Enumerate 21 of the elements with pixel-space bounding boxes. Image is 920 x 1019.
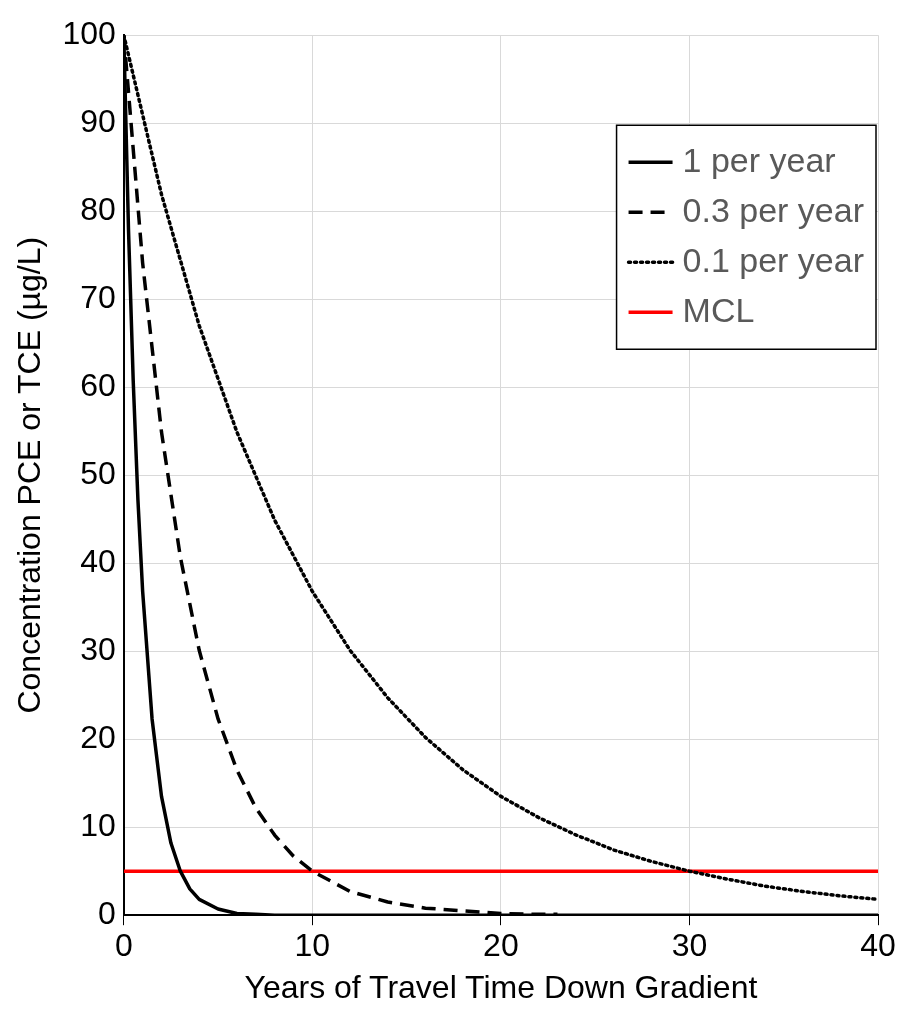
legend-label: 0.3 per year — [682, 190, 865, 229]
x-tick-label: 30 — [671, 927, 708, 964]
legend-label: 0.1 per year — [682, 240, 865, 279]
x-tick-label: 20 — [483, 927, 519, 964]
x-tick-label: 40 — [860, 927, 896, 964]
y-tick-label: 20 — [80, 719, 116, 756]
y-tick-label: 0 — [97, 895, 116, 932]
y-tick-label: 50 — [80, 455, 116, 492]
x-tick-label: 10 — [294, 927, 331, 964]
y-tick-label: 100 — [62, 15, 116, 52]
legend-label: 1 per year — [682, 140, 836, 179]
y-tick-label: 10 — [80, 807, 116, 844]
legend-label: MCL — [682, 290, 755, 329]
y-tick-label: 90 — [80, 103, 116, 140]
y-tick-label: 70 — [80, 279, 116, 316]
y-tick-label: 60 — [80, 367, 116, 404]
y-tick-label: 80 — [80, 191, 116, 228]
x-axis-title: Years of Travel Time Down Gradient — [244, 968, 758, 1005]
y-tick-label: 40 — [80, 543, 116, 580]
y-tick-label: 30 — [80, 631, 116, 668]
y-axis-title: Concentration PCE or TCE (µg/L) — [11, 236, 48, 714]
